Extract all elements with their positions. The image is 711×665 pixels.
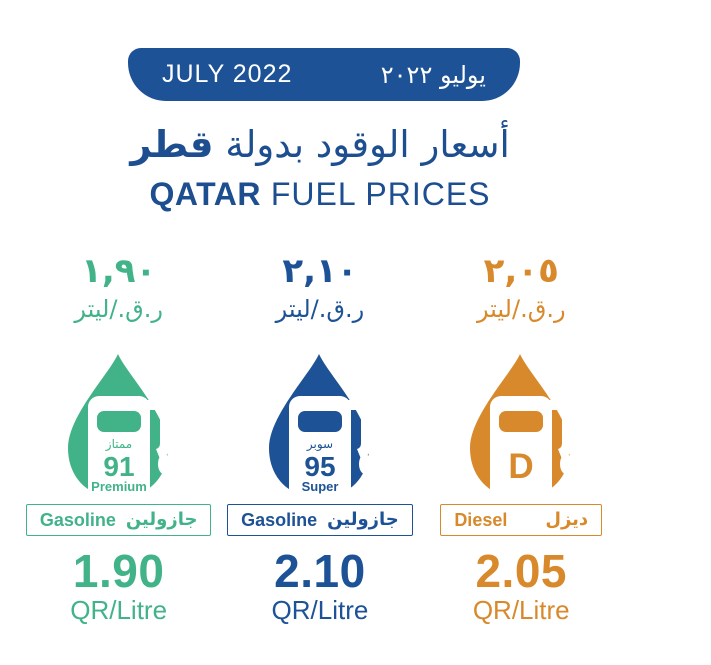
title-english-bold: QATAR <box>149 176 261 212</box>
price-arabic: ٢,٠٥ <box>483 251 559 291</box>
pump-octane-number: 91 <box>103 451 134 482</box>
month-arabic: يوليو ٢٠٢٢ <box>380 60 486 89</box>
fuel-type-english: Gasoline <box>241 510 318 530</box>
unit-english: QR/Litre <box>70 595 168 625</box>
column-diesel: ٢,٠٥ ر.ق./ليتر D Diesel ديزل 2.05 QR/Lit… <box>421 252 622 624</box>
pump-label-english: Premium <box>91 479 147 494</box>
month-banner: JULY 2022 يوليو ٢٠٢٢ <box>128 48 520 101</box>
fuel-type-badge: Diesel ديزل <box>440 504 603 536</box>
price-english: 2.05 <box>475 545 567 597</box>
price-english: 2.10 <box>274 545 366 597</box>
pump-octane-number: 95 <box>304 451 335 482</box>
fuel-type-arabic: جازولين <box>327 509 399 530</box>
unit-arabic: ر.ق./ليتر <box>275 295 365 323</box>
column-premium-91: ١,٩٠ ر.ق./ليتر ممتاز 91 Premium Gasoline… <box>18 252 219 624</box>
month-english: JULY 2022 <box>162 60 293 88</box>
unit-arabic: ر.ق./ليتر <box>476 295 566 323</box>
fuel-type-badge: Gasoline جازولين <box>227 504 413 536</box>
price-arabic: ٢,١٠ <box>282 251 358 291</box>
title-arabic-regular: أسعار الوقود بدولة <box>225 123 510 166</box>
pump-label-english: Super <box>302 479 339 494</box>
fuel-type-arabic: جازولين <box>125 509 198 530</box>
unit-english: QR/Litre <box>271 595 369 625</box>
fuel-drop-pump-icon: D <box>470 354 573 502</box>
title-block: أسعار الوقود بدولة قطر QATAR FUEL PRICES <box>0 116 640 214</box>
title-english-regular: FUEL PRICES <box>260 176 491 212</box>
unit-english: QR/Litre <box>472 595 570 625</box>
fuel-type-arabic: ديزل <box>545 509 589 530</box>
fuel-drop-pump-icon: ممتاز 91 Premium <box>67 354 170 502</box>
pump-label-arabic: سوبر <box>306 437 333 452</box>
fuel-type-english: Gasoline <box>39 510 116 530</box>
unit-arabic: ر.ق./ليتر <box>74 295 163 323</box>
pump-label-arabic: ممتاز <box>104 437 131 452</box>
price-arabic: ١,٩٠ <box>81 251 157 291</box>
title-arabic: أسعار الوقود بدولة قطر <box>0 116 640 174</box>
fuel-columns: ١,٩٠ ر.ق./ليتر ممتاز 91 Premium Gasoline… <box>18 252 622 624</box>
fuel-type-badge: Gasoline جازولين <box>25 504 212 536</box>
fuel-drop-pump-icon: سوبر 95 Super <box>268 354 371 502</box>
column-super-95: ٢,١٠ ر.ق./ليتر سوبر 95 Super Gasoline جا… <box>219 252 420 624</box>
price-english: 1.90 <box>72 545 165 597</box>
title-arabic-bold: قطر <box>130 123 214 166</box>
fuel-type-english: Diesel <box>454 510 508 530</box>
title-english: QATAR FUEL PRICES <box>0 174 640 214</box>
pump-diesel-letter: D <box>509 447 534 486</box>
